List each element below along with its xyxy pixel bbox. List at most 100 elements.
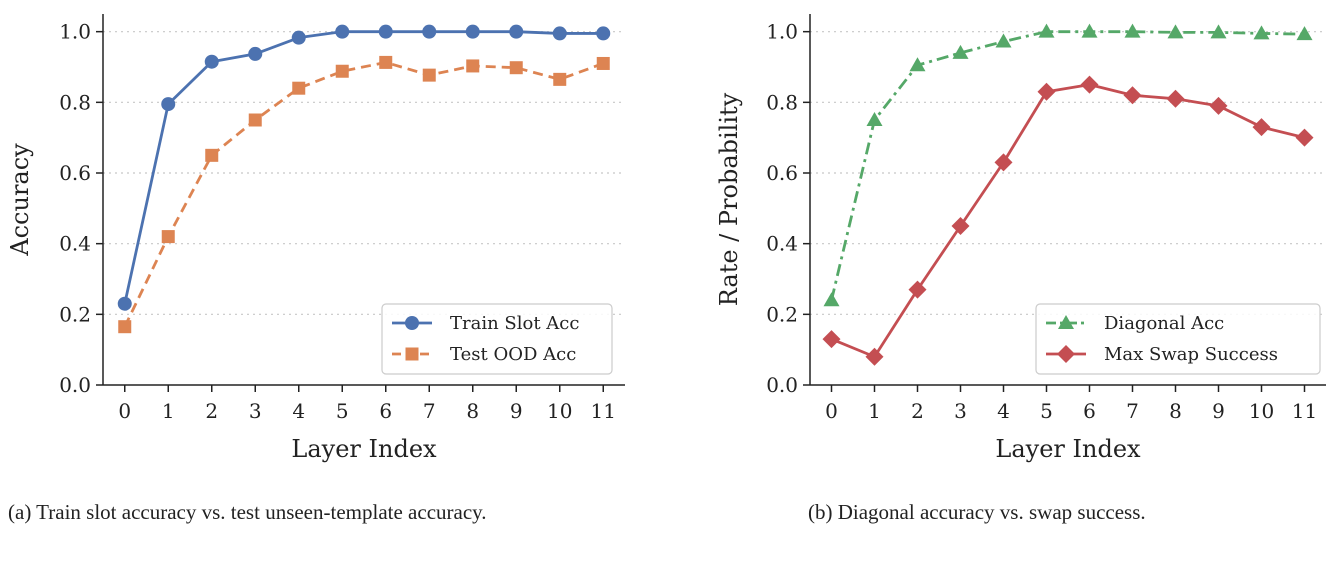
legend-label: Diagonal Acc <box>1104 313 1224 334</box>
data-point <box>204 54 219 69</box>
x-tick-label: 10 <box>1249 399 1274 423</box>
data-point <box>865 347 884 366</box>
data-point <box>1124 23 1141 38</box>
chart-b: 0.0 0.2 0.4 0.6 0.8 1.0 0 1 2 3 4 5 6 7 8 9 10 11 Layer In… <box>715 14 1326 463</box>
data-point <box>822 330 841 349</box>
data-point <box>596 26 611 41</box>
data-point <box>465 24 480 39</box>
data-point <box>335 64 349 78</box>
x-tick-label: 6 <box>379 399 392 423</box>
legend-box <box>381 303 613 375</box>
x-tick-label: 11 <box>591 399 616 423</box>
y-tick-label: 1.0 <box>766 20 798 44</box>
data-point <box>248 113 262 127</box>
y-tick-label: 0.2 <box>766 302 798 326</box>
data-point <box>909 57 926 72</box>
data-point <box>161 97 176 112</box>
data-point <box>422 24 437 39</box>
x-tick-label: 7 <box>423 399 436 423</box>
x-tick-label: 10 <box>547 399 572 423</box>
y-tick-label: 0.8 <box>59 90 91 114</box>
data-point <box>553 72 567 86</box>
x-tick-label: 2 <box>205 399 218 423</box>
data-point <box>1167 24 1184 39</box>
legend-marker <box>1057 345 1075 363</box>
x-tick-label: 7 <box>1126 399 1139 423</box>
x-axis-label: Layer Index <box>291 435 437 463</box>
x-tick-label: 1 <box>868 399 881 423</box>
data-point <box>823 292 840 307</box>
data-point <box>378 24 393 39</box>
data-point <box>552 26 567 41</box>
data-point <box>995 33 1012 48</box>
data-point <box>509 24 524 39</box>
x-tick-label: 6 <box>1083 399 1096 423</box>
data-point <box>248 46 263 61</box>
y-axis-label: Rate / Probability <box>715 92 743 306</box>
data-point <box>908 280 927 299</box>
data-point <box>1080 75 1099 94</box>
data-point <box>422 68 436 82</box>
data-point <box>1253 25 1270 40</box>
legend-label: Max Swap Success <box>1104 344 1278 365</box>
x-tick-label: 8 <box>466 399 479 423</box>
y-tick-label: 0.2 <box>59 302 91 326</box>
data-point <box>952 44 969 59</box>
y-tick-label: 0.4 <box>59 232 91 256</box>
data-point <box>205 148 219 162</box>
series-test-ood-acc <box>118 55 610 334</box>
data-point <box>994 153 1013 172</box>
legend-label: Train Slot Acc <box>450 313 579 334</box>
series-train-slot-acc <box>117 24 611 311</box>
series-line <box>123 61 604 328</box>
x-tick-label: 3 <box>249 399 262 423</box>
data-point <box>1123 86 1142 105</box>
y-tick-label: 0.0 <box>59 373 91 397</box>
legend-marker <box>405 316 419 330</box>
x-tick-label: 4 <box>292 399 305 423</box>
series-line <box>123 30 604 305</box>
data-point <box>1166 89 1185 108</box>
data-point <box>1081 23 1098 38</box>
data-point <box>335 24 350 39</box>
x-tick-label: 9 <box>1212 399 1225 423</box>
data-point <box>292 81 306 95</box>
y-tick-label: 0.6 <box>766 161 798 185</box>
y-axis-label: Accuracy <box>6 143 34 257</box>
legend: Diagonal Acc Max Swap Success <box>1035 303 1321 375</box>
caption-b: (b) Diagonal accuracy vs. swap success. <box>808 500 1146 524</box>
legend-box <box>1035 303 1321 375</box>
series-line <box>830 83 1305 359</box>
x-tick-label: 5 <box>1040 399 1053 423</box>
x-tick-label: 3 <box>954 399 967 423</box>
x-tick-label: 11 <box>1292 399 1317 423</box>
x-tick-label: 0 <box>118 399 131 423</box>
data-point <box>161 230 175 244</box>
legend-marker <box>405 347 419 361</box>
data-point <box>1038 23 1055 38</box>
data-point <box>951 217 970 235</box>
legend-label: Test OOD Acc <box>450 344 576 365</box>
legend: Train Slot Acc Test OOD Acc <box>381 303 613 375</box>
x-tick-label: 0 <box>825 399 838 423</box>
data-point <box>1295 128 1314 147</box>
y-tick-label: 1.0 <box>59 20 91 44</box>
data-point <box>596 56 610 70</box>
caption-a: (a) Train slot accuracy vs. test unseen-… <box>8 500 487 524</box>
x-tick-label: 1 <box>162 399 175 423</box>
data-point <box>291 30 306 45</box>
series-line <box>830 30 1305 301</box>
x-axis-label: Layer Index <box>995 435 1141 463</box>
data-point <box>117 296 132 311</box>
series-diagonal-acc <box>823 23 1313 307</box>
data-point <box>1210 24 1227 39</box>
data-point <box>1209 96 1228 115</box>
data-point <box>379 55 393 69</box>
x-tick-label: 2 <box>911 399 924 423</box>
y-tick-label: 0.4 <box>766 232 798 256</box>
x-tick-label: 4 <box>997 399 1010 423</box>
data-point <box>509 61 523 75</box>
data-point <box>118 320 132 334</box>
data-point <box>1296 26 1313 41</box>
